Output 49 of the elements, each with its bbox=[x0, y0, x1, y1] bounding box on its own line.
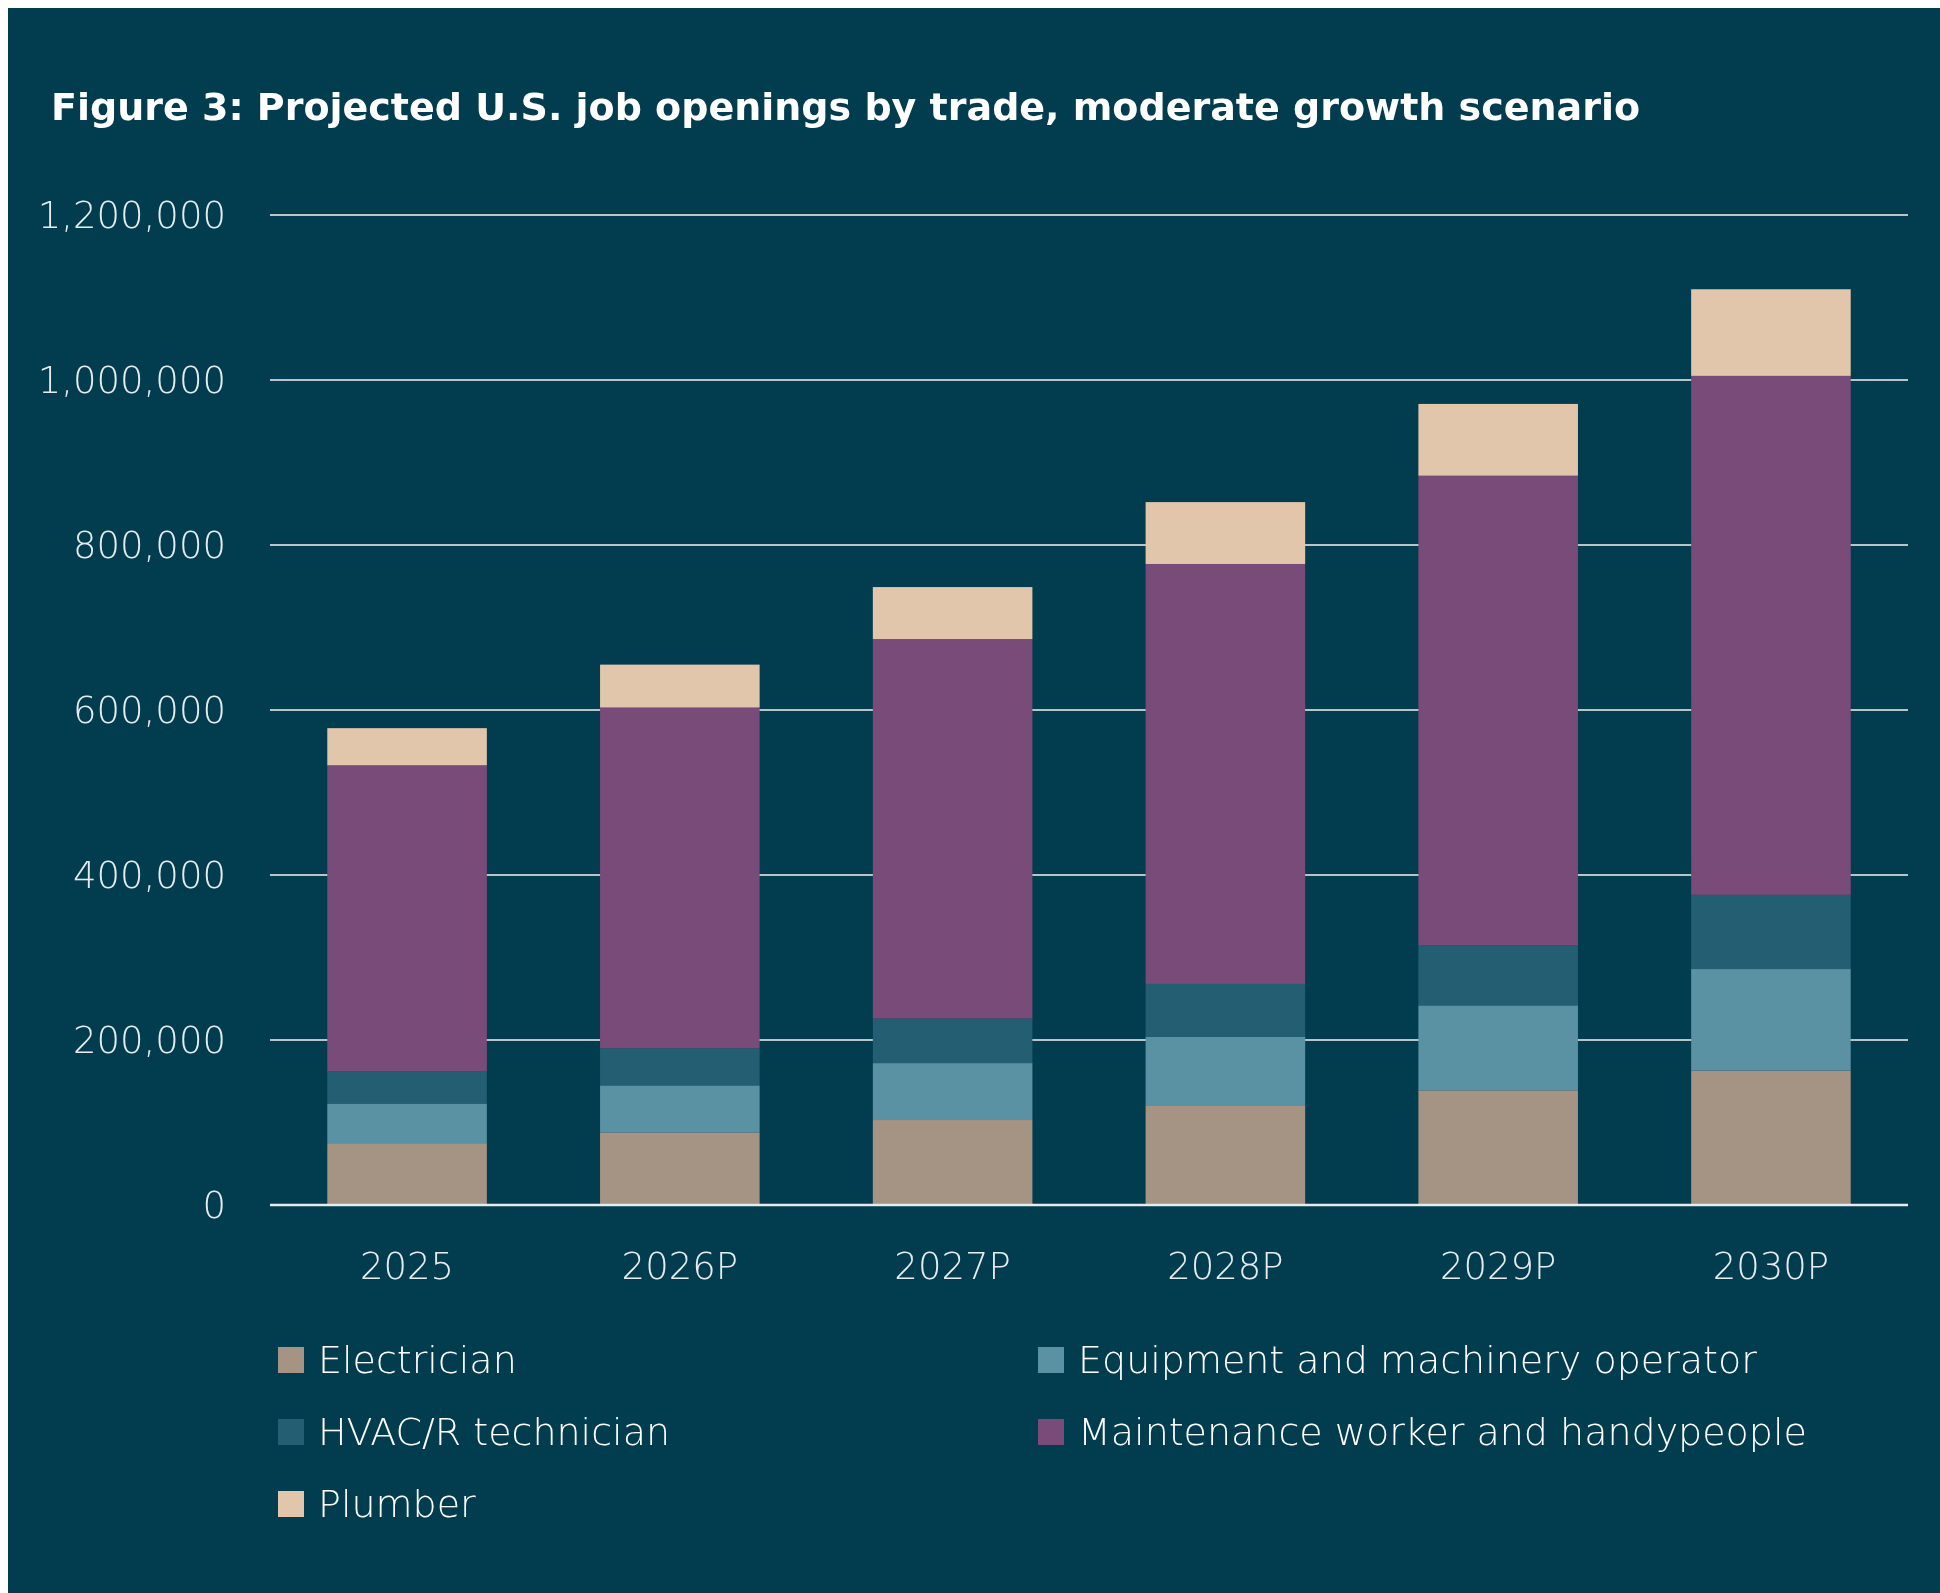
bar bbox=[600, 707, 760, 1049]
bar bbox=[600, 1048, 760, 1086]
bar bbox=[1418, 475, 1578, 946]
y-tick-label: 200,000 bbox=[72, 1018, 226, 1062]
x-tick-label: 2026P bbox=[621, 1244, 739, 1288]
legend-label: Equipment and machinery operator bbox=[1078, 1338, 1758, 1382]
bar bbox=[1691, 289, 1851, 376]
bar bbox=[1418, 403, 1578, 476]
bar bbox=[872, 1063, 1033, 1121]
y-tick-label: 1,200,000 bbox=[37, 193, 226, 237]
bar bbox=[327, 1143, 487, 1205]
bar bbox=[1145, 983, 1306, 1037]
bar bbox=[872, 1018, 1033, 1064]
legend-label: Plumber bbox=[318, 1482, 477, 1526]
bar bbox=[872, 639, 1033, 1019]
bar bbox=[1145, 563, 1306, 984]
x-tick-label: 2029P bbox=[1439, 1244, 1557, 1288]
bar bbox=[1145, 1036, 1306, 1106]
bar bbox=[1691, 894, 1851, 970]
legend-label: HVAC/R technician bbox=[318, 1410, 671, 1454]
bar bbox=[600, 1085, 760, 1133]
legend-label: Maintenance worker and handypeople bbox=[1078, 1410, 1807, 1454]
bar bbox=[1145, 1106, 1306, 1205]
bar bbox=[1145, 502, 1306, 564]
y-tick-label: 1,000,000 bbox=[37, 358, 226, 402]
bar bbox=[872, 587, 1033, 640]
bar bbox=[327, 728, 487, 766]
bar bbox=[327, 1071, 487, 1104]
x-tick-label: 2025 bbox=[359, 1244, 455, 1288]
bar bbox=[1691, 969, 1851, 1071]
x-tick-label: 2027P bbox=[894, 1244, 1011, 1288]
x-tick-label: 2030P bbox=[1712, 1244, 1830, 1288]
bar bbox=[1418, 945, 1578, 1006]
x-tick-label: 2028P bbox=[1167, 1244, 1284, 1288]
bar bbox=[1418, 1005, 1578, 1091]
y-tick-label: 600,000 bbox=[72, 688, 226, 732]
y-tick-label: 800,000 bbox=[72, 523, 226, 567]
bar bbox=[327, 765, 487, 1072]
bar bbox=[1691, 375, 1851, 895]
bar bbox=[600, 1132, 760, 1205]
legend-label: Electrician bbox=[318, 1338, 517, 1382]
bar bbox=[600, 664, 760, 708]
bar bbox=[1691, 1070, 1851, 1205]
bar bbox=[1418, 1090, 1578, 1205]
bar bbox=[872, 1120, 1033, 1205]
y-tick-label: 0 bbox=[202, 1183, 226, 1227]
chart-title: Figure 3: Projected U.S. job openings by trade, moderate growth scenario bbox=[51, 85, 1641, 129]
bar bbox=[327, 1103, 487, 1144]
y-tick-label: 400,000 bbox=[72, 853, 226, 897]
